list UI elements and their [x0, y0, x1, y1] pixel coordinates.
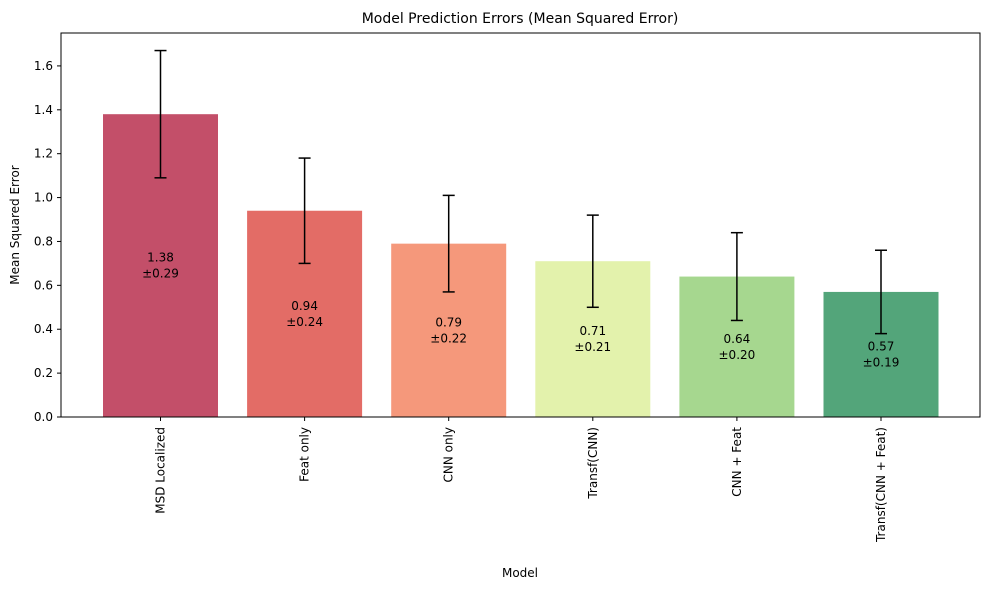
bar-error-label: ±0.22: [430, 331, 467, 345]
bar-error-label: ±0.24: [286, 315, 323, 329]
y-tick-label: 1.0: [34, 191, 53, 205]
bar-value-label: 0.64: [724, 332, 751, 346]
x-axis-label: Model: [502, 566, 538, 580]
chart-title: Model Prediction Errors (Mean Squared Er…: [362, 11, 679, 27]
bar-error-label: ±0.21: [574, 340, 611, 354]
bar-value-label: 0.79: [435, 315, 462, 329]
bar-error-label: ±0.29: [142, 267, 179, 281]
x-tick-label: Transf(CNN + Feat): [874, 427, 888, 543]
bar-labels-group: 1.38 ±0.29 0.94 ±0.24 0.79 ±0.22 0.71 ±0.21 0.64…: [142, 251, 899, 370]
y-tick-label: 0.8: [34, 234, 53, 248]
y-tick-label: 0.6: [34, 278, 53, 292]
bar-error-label: ±0.20: [719, 348, 756, 362]
plot-frame: [60, 32, 981, 418]
y-tick-label: 1.2: [34, 147, 53, 161]
x-tick-label: Feat only: [298, 427, 312, 482]
bar-value-label: 0.71: [579, 324, 606, 338]
error-bars-group: [154, 49, 887, 335]
bar-value-label: 0.57: [868, 339, 895, 353]
bar-error-label: ±0.19: [863, 355, 900, 369]
y-tick-label: 0.2: [34, 366, 53, 380]
x-tick-label: CNN only: [442, 427, 456, 483]
y-tick-label: 0.4: [34, 322, 53, 336]
y-axis: 0.0 0.2 0.4 0.6 0.8 1.0 1.2 1.4 1.6: [34, 59, 61, 424]
y-tick-label: 0.0: [34, 410, 53, 424]
y-axis-label: Mean Squared Error: [8, 165, 22, 285]
x-tick-label: Transf(CNN): [586, 427, 600, 500]
x-tick-label: CNN + Feat: [730, 427, 744, 497]
x-axis: MSD Localized Feat only CNN only Transf(CNN…: [154, 417, 888, 543]
bar-value-label: 1.38: [147, 251, 174, 265]
y-tick-label: 1.4: [34, 103, 53, 117]
bar-value-label: 0.94: [291, 299, 318, 313]
y-tick-label: 1.6: [34, 59, 53, 73]
x-tick-label: MSD Localized: [154, 427, 168, 514]
